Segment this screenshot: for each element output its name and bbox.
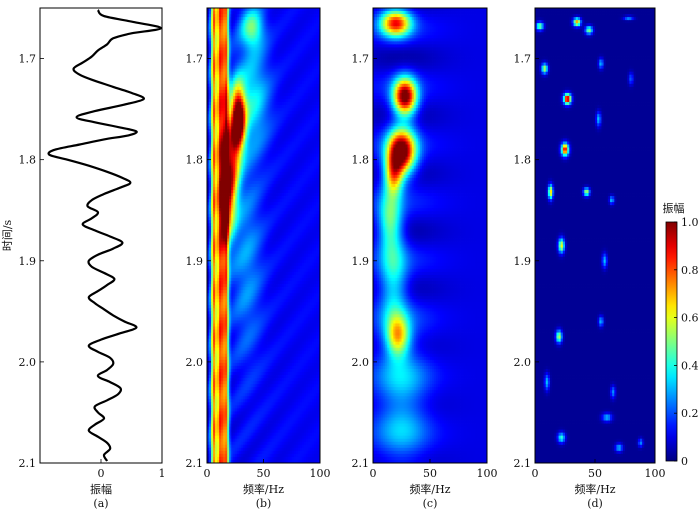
y-axis-label: 时间/s [1, 219, 14, 251]
y-tick-label: 1.7 [19, 53, 37, 66]
y-tick-label: 1.9 [19, 255, 37, 268]
y-tick-label: 2.1 [19, 457, 37, 470]
x-axis-label: 振幅 [90, 482, 112, 496]
panel-a [40, 8, 162, 463]
y-tick-label: 2.0 [19, 356, 37, 369]
panel-label: (a) [93, 497, 108, 510]
panel-a-frame [40, 8, 162, 463]
heatmap-cells [207, 8, 320, 463]
panel-b [207, 8, 320, 463]
x-tick-label: 1 [159, 467, 166, 480]
y-tick-label: 1.8 [19, 154, 37, 167]
x-tick-label: 0 [98, 467, 105, 480]
